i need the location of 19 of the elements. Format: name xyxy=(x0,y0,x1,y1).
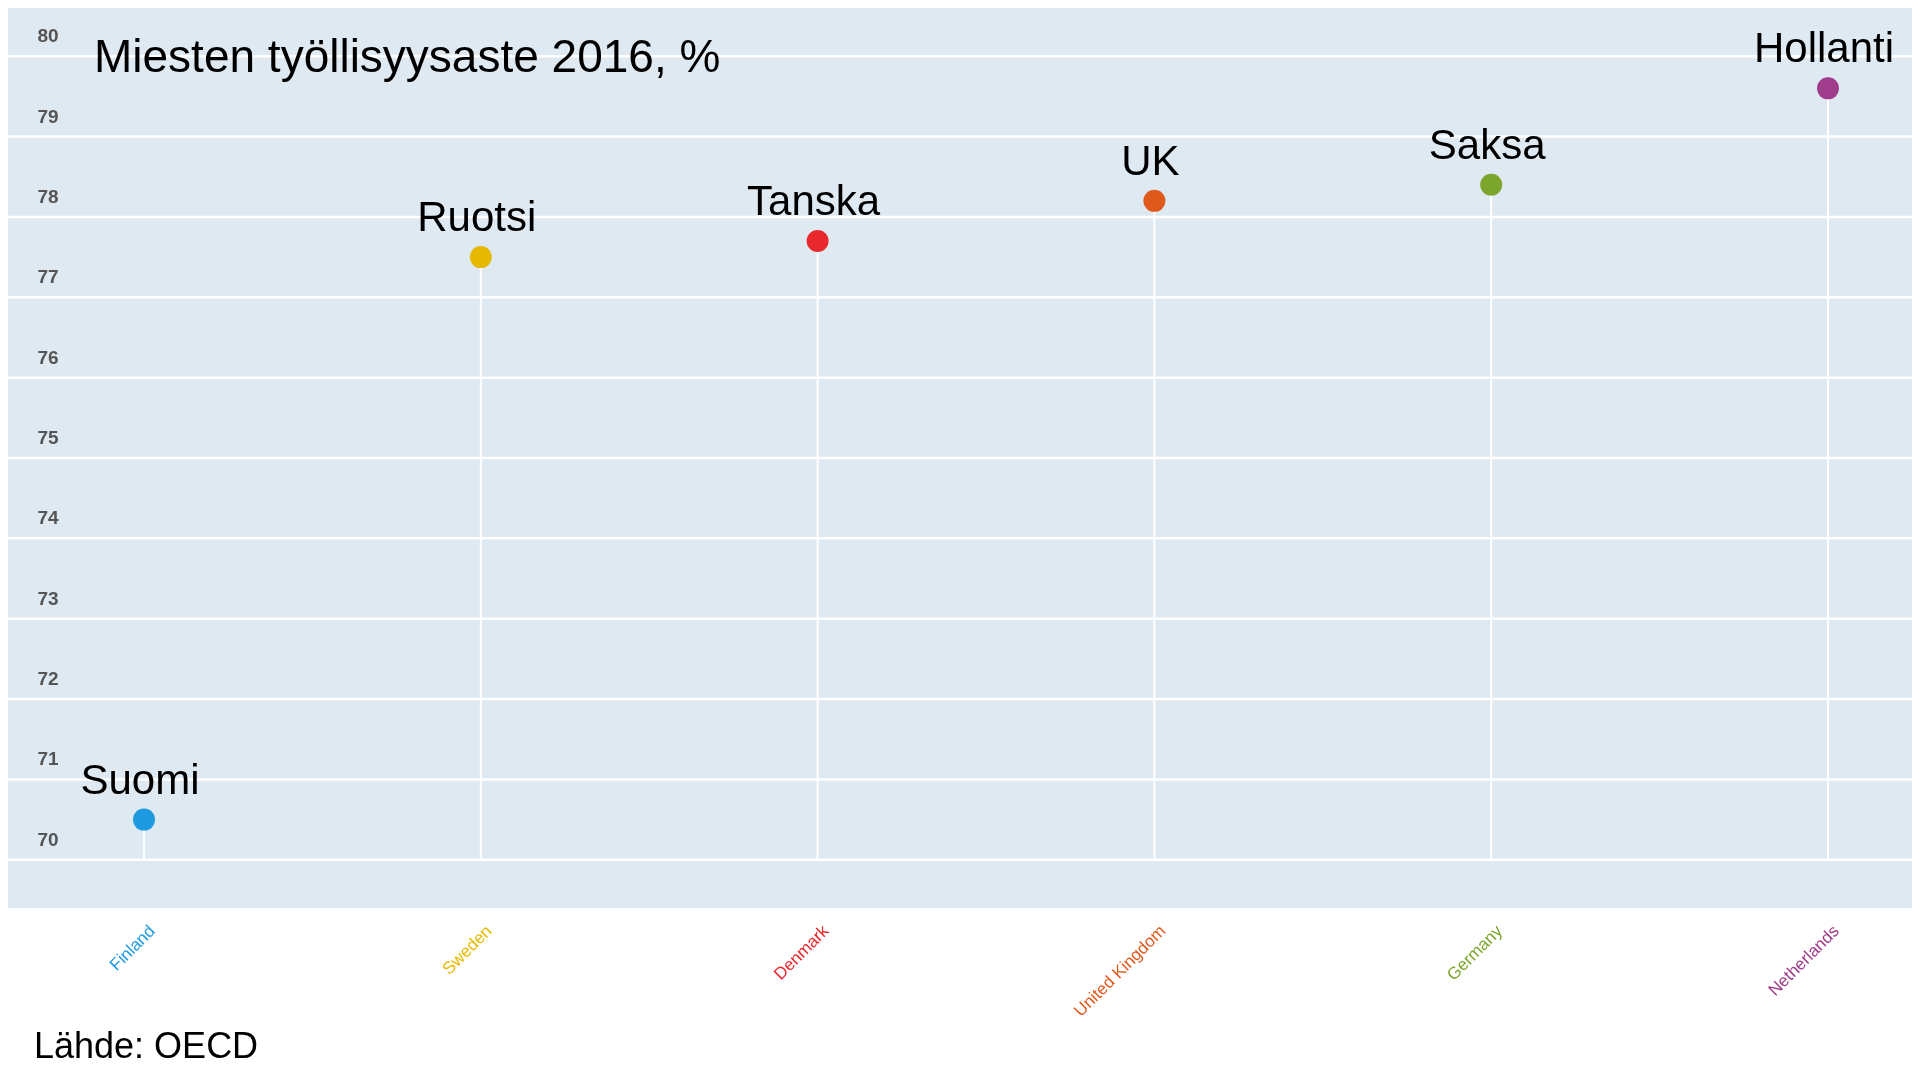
y-tick-label: 74 xyxy=(37,507,59,529)
annotation: Ruotsi xyxy=(417,193,537,241)
annotation: Saksa xyxy=(1428,120,1547,168)
annotation: Suomi xyxy=(80,755,200,803)
annotation: UK xyxy=(1121,136,1180,184)
y-tick-label: 80 xyxy=(37,25,59,47)
y-tick-label: 72 xyxy=(37,668,59,690)
y-tick-label: 71 xyxy=(37,748,59,770)
y-tick-label: 70 xyxy=(37,828,59,850)
text: Miesten työllisyysaste 2016, % xyxy=(94,30,721,82)
y-tick-label: 78 xyxy=(37,185,59,207)
y-tick-label: 76 xyxy=(37,346,59,368)
annotation: Tanska xyxy=(747,177,881,225)
annotation: Hollanti xyxy=(1753,24,1895,72)
y-tick-label: 77 xyxy=(37,266,59,288)
y-tick-label: 75 xyxy=(37,427,59,448)
y-tick-label: 73 xyxy=(37,587,59,609)
text: Lähde: OECD xyxy=(34,1025,259,1066)
y-tick-label: 79 xyxy=(37,105,59,127)
